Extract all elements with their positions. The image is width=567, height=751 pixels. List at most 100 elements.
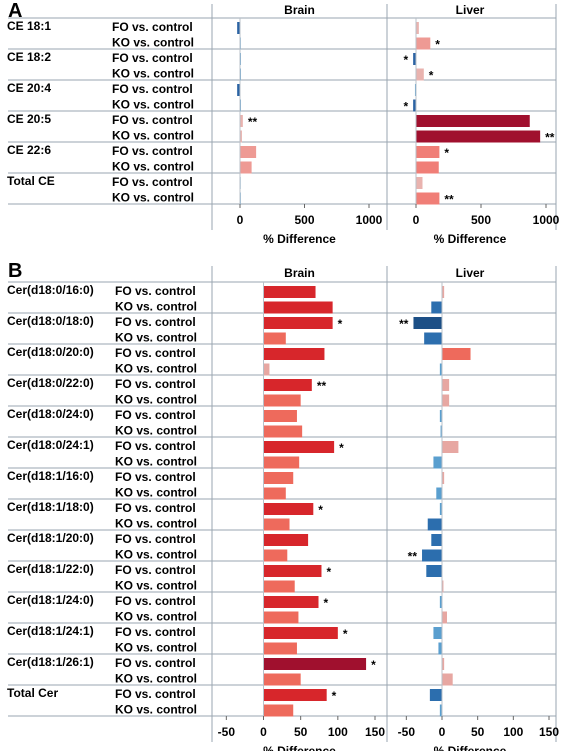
- significance-marker: **: [408, 550, 418, 564]
- bar: [263, 348, 325, 360]
- comparison-label: KO vs. control: [115, 393, 197, 407]
- comparison-label: FO vs. control: [112, 20, 193, 34]
- comparison-label: FO vs. control: [115, 656, 196, 670]
- bar: [240, 161, 252, 174]
- comparison-label: FO vs. control: [112, 175, 193, 189]
- comparison-label: KO vs. control: [115, 300, 197, 314]
- comparison-label: KO vs. control: [115, 548, 197, 562]
- bar: [442, 580, 444, 593]
- bar: [438, 642, 442, 655]
- bar: [263, 673, 301, 686]
- tick-label: -50: [218, 725, 236, 739]
- tick-label: 1000: [356, 213, 383, 227]
- bar: [439, 363, 442, 376]
- group-label: Cer(d18:0/20:0): [7, 345, 94, 359]
- group-label: Cer(d18:1/24:1): [7, 624, 94, 638]
- bar: [431, 534, 442, 546]
- comparison-label: FO vs. control: [115, 687, 196, 701]
- bar: [263, 301, 333, 314]
- group-label: Cer(d18:1/26:1): [7, 655, 94, 669]
- tick-label: 50: [471, 725, 485, 739]
- bar: [263, 441, 335, 453]
- bar: [263, 286, 316, 298]
- comparison-label: FO vs. control: [115, 439, 196, 453]
- significance-marker: *: [332, 689, 337, 703]
- bar: [416, 22, 419, 34]
- facet-header-brain: Brain: [284, 266, 315, 280]
- significance-marker: **: [317, 379, 327, 393]
- tick-label: 500: [471, 213, 491, 227]
- group-label: Total Cer: [7, 686, 58, 700]
- comparison-label: FO vs. control: [115, 408, 196, 422]
- bar: [442, 611, 447, 624]
- tick-label: 0: [439, 725, 446, 739]
- comparison-label: KO vs. control: [115, 517, 197, 531]
- bar: [263, 317, 333, 329]
- bar: [263, 503, 314, 515]
- significance-marker: *: [403, 100, 408, 114]
- tick-label: 50: [294, 725, 308, 739]
- bar: [263, 534, 309, 546]
- tick-label: -50: [398, 725, 416, 739]
- bar: [416, 177, 423, 189]
- group-label: Cer(d18:0/18:0): [7, 314, 94, 328]
- facet-header-brain: Brain: [284, 3, 315, 17]
- significance-marker: *: [318, 503, 323, 517]
- tick-label: 100: [328, 725, 348, 739]
- tick-label: 0: [413, 213, 420, 227]
- tick-label: 0: [260, 725, 267, 739]
- bar: [263, 658, 367, 670]
- comparison-label: FO vs. control: [115, 284, 196, 298]
- x-axis-label: % Difference: [263, 744, 336, 751]
- bar: [263, 332, 286, 345]
- comparison-label: FO vs. control: [115, 532, 196, 546]
- bar: [433, 627, 442, 639]
- comparison-label: KO vs. control: [112, 129, 194, 143]
- bar: [426, 565, 442, 577]
- bar: [240, 130, 242, 143]
- comparison-label: FO vs. control: [115, 377, 196, 391]
- significance-marker: *: [339, 441, 344, 455]
- panel-label: B: [8, 260, 22, 282]
- tick-label: 100: [503, 725, 523, 739]
- bar: [263, 642, 297, 655]
- bar: [424, 332, 442, 345]
- bar: [263, 363, 270, 376]
- significance-marker: **: [248, 115, 258, 129]
- bar: [263, 472, 294, 484]
- bar: [431, 301, 442, 314]
- significance-marker: **: [399, 317, 409, 331]
- bar: [263, 518, 290, 531]
- bar: [263, 394, 301, 407]
- bar: [416, 130, 541, 143]
- tick-label: 150: [365, 725, 385, 739]
- comparison-label: FO vs. control: [115, 346, 196, 360]
- comparison-label: FO vs. control: [112, 82, 193, 96]
- bar: [416, 161, 439, 174]
- comparison-label: KO vs. control: [112, 98, 194, 112]
- significance-marker: *: [338, 317, 343, 331]
- group-label: CE 20:5: [7, 112, 51, 126]
- bar: [442, 673, 453, 686]
- tick-label: 0: [237, 213, 244, 227]
- comparison-label: KO vs. control: [115, 610, 197, 624]
- bar: [413, 53, 416, 65]
- bar: [439, 704, 442, 717]
- bar: [263, 379, 312, 391]
- significance-marker: *: [444, 146, 449, 160]
- bar: [240, 146, 257, 158]
- significance-marker: **: [545, 131, 555, 145]
- group-label: CE 22:6: [7, 143, 51, 157]
- bar: [429, 689, 442, 701]
- group-label: CE 20:4: [7, 81, 51, 95]
- tick-label: 500: [294, 213, 314, 227]
- bar: [439, 596, 442, 608]
- bar: [263, 410, 297, 422]
- comparison-label: FO vs. control: [115, 563, 196, 577]
- bar: [263, 565, 322, 577]
- group-label: Cer(d18:0/24:0): [7, 407, 94, 421]
- bar: [413, 99, 416, 112]
- bar: [427, 518, 442, 531]
- bar: [263, 456, 300, 469]
